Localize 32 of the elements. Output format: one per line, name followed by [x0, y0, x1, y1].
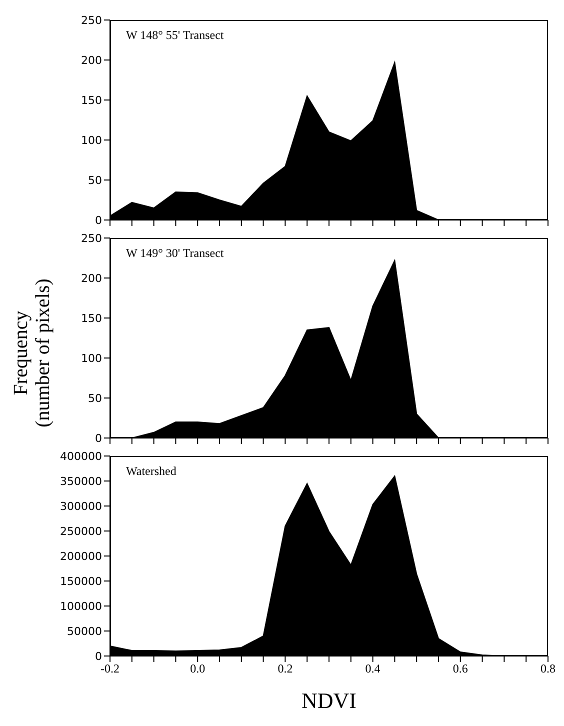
y-tick-label: 200000	[60, 550, 102, 563]
y-tick-label: 0	[95, 214, 102, 227]
y-tick-label: 50	[88, 392, 102, 405]
y-tick-label: 200	[81, 54, 102, 67]
y-tick-label: 300000	[60, 500, 102, 513]
x-axis-title: NDVI	[302, 688, 356, 713]
y-tick-label: 250000	[60, 524, 102, 538]
y-axis-title: Frequency (number of pixels)	[10, 278, 54, 428]
text: W 149° 30' Transect	[126, 246, 224, 261]
y-tick-label: 150000	[60, 574, 102, 588]
x-tick-label: 0.4	[365, 662, 380, 676]
y-tick-label: 200	[81, 272, 102, 285]
y-tick-label: 400000	[60, 450, 102, 463]
y-tick-label: 100	[81, 352, 102, 365]
x-tick-label: -0.2	[100, 662, 120, 676]
text: W 148° 55' Transect	[126, 28, 224, 43]
y-tick-label: 0	[95, 650, 102, 663]
y-tick-label: 250	[81, 232, 102, 245]
x-tick-label: 0.8	[540, 662, 556, 676]
x-tick-label: 0.2	[278, 662, 293, 676]
y-tick-label: 50000	[67, 624, 102, 638]
text: Watershed	[126, 464, 176, 479]
y-tick-label: 50	[88, 174, 102, 187]
y-tick-label: 150	[81, 312, 102, 325]
y-tick-label: 150	[81, 94, 102, 107]
y-tick-label: 100000	[60, 600, 102, 613]
x-tick-label: 0.6	[452, 662, 468, 676]
y-tick-label: 250	[81, 14, 102, 27]
y-tick-label: 100	[81, 134, 102, 147]
y-tick-label: 0	[95, 432, 102, 445]
x-tick-label: 0.0	[190, 662, 206, 676]
y-tick-label: 350000	[60, 474, 102, 488]
